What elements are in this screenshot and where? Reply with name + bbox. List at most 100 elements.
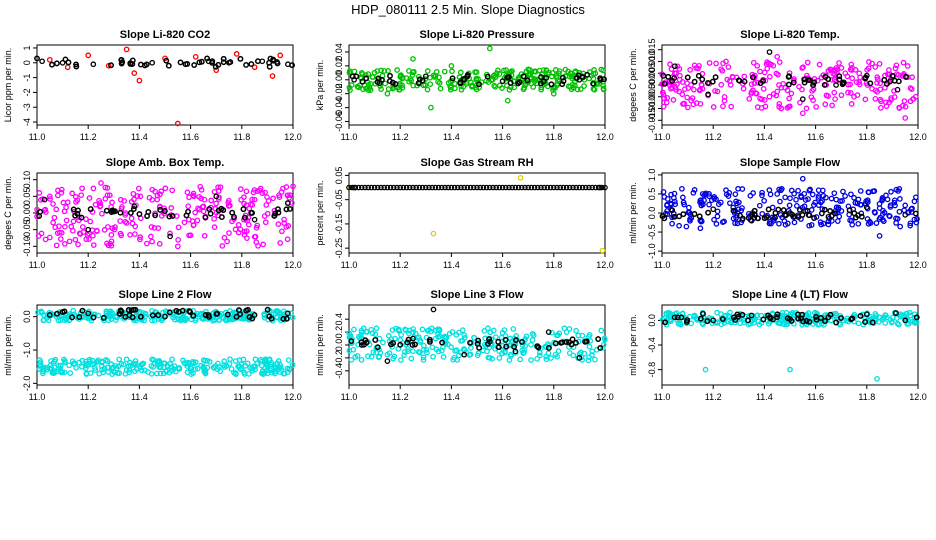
x-tick-label: 11.0 [29,132,46,142]
x-tick-label: 11.2 [705,132,722,142]
data-point-black [863,204,870,211]
data-point-cyan [398,357,404,363]
data-point-red [233,51,240,57]
data-point-magenta [42,209,49,215]
data-point-green [424,68,431,74]
data-point-black [368,184,375,191]
data-point-cyan-lower [232,358,239,364]
data-point-blue [702,191,709,198]
data-point-cyan-lower [154,370,160,377]
data-point-cyan [907,312,914,319]
data-point-green [565,68,572,75]
data-point-black [254,58,261,65]
data-point-blue [786,202,793,209]
data-point-cyan [368,326,375,333]
data-point-magenta [184,189,191,196]
data-point-magenta [264,210,271,217]
data-point-magenta [695,65,701,72]
data-point-blue [847,217,853,224]
data-point-green [550,90,557,97]
data-point-cyan [346,330,353,336]
data-point-black [671,75,678,82]
data-point-black [461,351,468,358]
data-point-blue [891,199,898,206]
data-point-black [783,212,789,219]
data-point-black [582,184,589,191]
data-point-black [669,207,676,214]
data-point-black [903,73,909,80]
data-point-cyan [548,355,554,361]
data-point-green [449,68,455,75]
y-tick-label: -1 [22,74,32,82]
data-point-black [821,206,828,213]
data-point-blue [759,192,765,199]
data-points [659,309,920,382]
data-point-magenta [51,214,58,221]
data-points [35,306,296,378]
data-point-magenta [146,194,153,201]
data-point-cyan [368,353,375,360]
data-point-black [275,206,281,213]
data-point-cyan [507,351,514,358]
data-point-magenta [137,193,144,200]
data-point-magenta [896,104,903,111]
data-point-black [169,212,176,219]
x-tick-label: 11.4 [443,260,460,270]
data-point-blue [815,193,822,199]
data-point-black [552,340,559,347]
data-point-black [173,307,180,314]
data-point-blue [688,215,695,221]
data-point-black [389,79,396,86]
data-point-magenta [901,98,908,104]
data-point-magenta [788,90,795,97]
data-point-blue [809,191,816,198]
data-point-black [751,211,758,218]
data-point-black [695,72,702,79]
x-tick-label: 12.0 [909,392,927,402]
data-point-black [803,318,810,324]
data-point-blue [840,188,846,195]
data-point-black [810,82,817,89]
data-point-black [397,341,404,348]
data-point-magenta [770,62,777,69]
data-point-black [349,184,356,191]
data-point-black [691,211,698,217]
data-point-blue [879,211,886,217]
data-point-cyan [528,357,534,363]
x-tick-label: 11.4 [131,260,148,270]
data-point-magenta [168,205,175,211]
data-point-black [248,209,255,216]
data-point-black [419,184,426,191]
data-point-magenta [832,96,838,102]
data-point-black [806,318,813,325]
data-point-black [394,184,400,191]
data-point-magenta [63,204,69,211]
data-point-magenta [135,185,142,192]
data-point-black [595,184,602,191]
y-tick-label: -0.06 [334,111,344,132]
data-point-cyan [459,337,466,344]
data-point-cyan [537,352,543,359]
data-point-black [719,316,726,323]
data-point-blue [914,216,920,222]
data-point-magenta [259,190,266,197]
data-point-magenta [235,229,242,236]
data-point-black [374,184,381,191]
data-point-black [772,210,779,216]
data-point-black [712,74,719,81]
data-point-magenta [876,60,883,67]
data-point-blue [686,204,692,211]
data-point-blue [795,187,801,194]
data-point-cyan-lower [184,363,190,369]
data-point-green [567,73,573,80]
data-point-blue [819,187,826,194]
data-point-cyan-lower [67,370,74,376]
data-point-magenta [98,180,104,186]
data-point-magenta [878,98,884,105]
data-point-magenta [684,94,691,101]
data-point-magenta [245,221,252,228]
data-point-magenta [748,89,755,95]
data-point-cyan-lower [155,361,161,368]
data-point-cyan [586,331,593,338]
data-point-cyan [423,347,430,353]
